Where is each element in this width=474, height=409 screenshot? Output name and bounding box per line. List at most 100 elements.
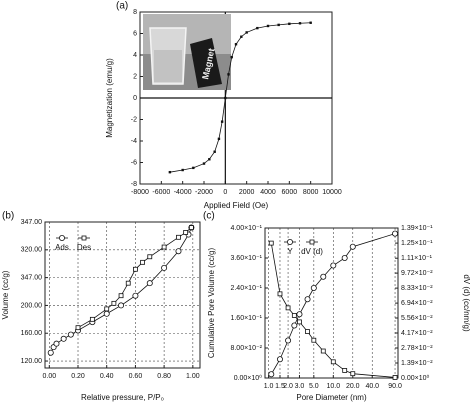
y2-tick-label: 1.11×10⁻¹ (401, 255, 433, 262)
y-tick-label: 1.60×10⁻¹ (230, 315, 262, 322)
marker (220, 120, 224, 123)
marker (266, 24, 270, 28)
marker (230, 55, 233, 59)
marker (276, 356, 283, 363)
x-tick-label: 0.60 (129, 373, 143, 380)
x-axis-title: Relative pressure, P/P₀ (81, 393, 164, 402)
y-tick-label: 347.00 (21, 274, 43, 281)
x-axis-title: Applied Field (Oe) (204, 201, 269, 210)
x-tick-label: -8000 (131, 189, 149, 196)
marker (309, 239, 315, 245)
marker (60, 335, 67, 342)
marker (133, 266, 138, 272)
marker (227, 73, 230, 76)
marker (213, 150, 216, 153)
marker (111, 300, 117, 306)
marker (104, 306, 110, 312)
x-tick-label: 1.0 (264, 383, 274, 390)
y-axis-title: Cumulative Pore Volume (cc/g) (207, 248, 216, 359)
marker (147, 254, 153, 260)
marker (146, 280, 153, 287)
legend-label: dV (d) (301, 247, 323, 256)
marker (202, 162, 206, 165)
marker (67, 331, 74, 338)
marker (89, 316, 95, 322)
y2-tick-label: 1.39×10⁻¹ (401, 225, 433, 232)
marker (285, 337, 292, 344)
marker (350, 371, 356, 377)
y-tick-label: 200.00 (21, 302, 43, 309)
marker (140, 259, 145, 265)
marker (53, 340, 60, 347)
y-tick-label: 8 (133, 9, 137, 16)
marker (208, 158, 211, 161)
y-axis-title: Volume (cc/g) (1, 270, 10, 319)
legend-label: Ads (55, 243, 69, 252)
marker (342, 368, 348, 373)
y-tick-label: 2.40×10⁻¹ (230, 285, 262, 292)
marker (161, 264, 168, 271)
y2-tick-label: 9.72×10⁻² (401, 270, 433, 277)
y-tick-label: 4.00×10⁻¹ (230, 225, 262, 232)
marker (298, 22, 302, 25)
x-tick-label: 8000 (303, 189, 319, 196)
x-axis-title: Pore Diameter (nm) (296, 393, 367, 402)
magnet (190, 38, 222, 88)
marker (277, 23, 280, 27)
y-tick-label: 160.00 (21, 330, 43, 337)
x-tick-label: 5.0 (309, 383, 319, 390)
plot-frame (264, 227, 399, 379)
beaker-liquid (154, 50, 182, 82)
x-tick-label: 4000 (260, 189, 276, 196)
y-tick-label: 2 (133, 73, 137, 80)
marker (75, 325, 81, 331)
y-tick-label: 6 (133, 30, 137, 37)
marker (330, 359, 336, 365)
y2-tick-label: 4.17×10⁻² (401, 330, 433, 337)
y-tick-label: 320.00 (21, 247, 43, 254)
marker (320, 273, 327, 280)
marker (311, 337, 317, 343)
marker (291, 322, 298, 329)
marker (349, 243, 356, 250)
legend-label: Y (287, 247, 293, 256)
marker (224, 96, 227, 100)
marker (234, 43, 238, 46)
y2-tick-label: 1.25×10⁻¹ (401, 240, 433, 247)
marker (161, 244, 167, 250)
x-tick-label: 1.5 (275, 383, 285, 390)
x-tick-label: 2000 (239, 189, 255, 196)
x-tick-label: 0.00 (42, 373, 56, 380)
y2-tick-label: 1.39×10⁻² (401, 360, 433, 367)
y2-tick-label: 0.00×10⁰ (401, 374, 429, 382)
y2-tick-label: 8.33×10⁻² (401, 285, 433, 292)
panel-label: (b) (2, 211, 14, 222)
y-tick-label: 347.00 (21, 219, 43, 226)
marker (268, 240, 274, 246)
marker (47, 349, 54, 356)
inset-photo: Magnet (143, 14, 231, 90)
x-tick-label: 0 (223, 189, 227, 196)
marker (168, 170, 172, 174)
marker (330, 262, 337, 269)
marker (188, 225, 194, 230)
marker (132, 292, 139, 299)
x-tick-label: 1.00 (186, 373, 200, 380)
y2-tick-label: 2.78×10⁻² (401, 345, 433, 352)
marker (297, 319, 302, 325)
y2-tick-label: 6.94×10⁻² (401, 300, 433, 307)
marker (286, 238, 293, 245)
x-tick-label: 0.40 (100, 373, 114, 380)
x-tick-label: 10000 (322, 189, 342, 196)
y-tick-label: 4 (133, 52, 137, 59)
y-axis-title: Magnetization (emu/g) (105, 58, 114, 138)
marker (341, 254, 348, 261)
marker (59, 234, 66, 241)
marker (392, 230, 399, 237)
marker (309, 21, 312, 24)
x-tick-label: -2000 (195, 189, 213, 196)
marker (268, 371, 275, 378)
y-tick-label: -4 (131, 138, 137, 145)
marker (176, 234, 181, 240)
